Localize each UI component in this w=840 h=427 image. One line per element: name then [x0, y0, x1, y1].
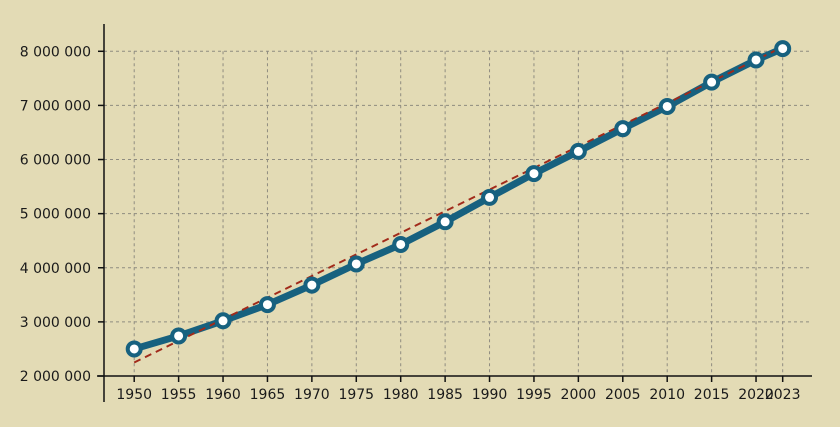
- x-tick-label: 2020: [738, 387, 774, 403]
- data-point: [569, 142, 587, 160]
- data-point: [703, 73, 721, 91]
- y-tick-label: 4 000 000: [20, 261, 91, 277]
- data-point: [614, 120, 632, 138]
- x-tick-label: 1950: [116, 387, 152, 403]
- x-tick-label: 1980: [383, 387, 419, 403]
- x-tick-label: 2005: [605, 387, 641, 403]
- data-point: [258, 296, 276, 314]
- x-tick-label: 2010: [649, 387, 685, 403]
- data-point: [747, 51, 765, 69]
- data-point: [303, 276, 321, 294]
- x-tick-label: 1985: [427, 387, 463, 403]
- y-tick-label: 6 000 000: [20, 153, 91, 169]
- x-tick-label: 1975: [338, 387, 374, 403]
- x-tick-label: 1960: [205, 387, 241, 403]
- data-point: [170, 327, 188, 345]
- x-tick-labels: 1950 1955 1960 1965 1970 1975 1980 1985 1990 1995…: [116, 376, 801, 403]
- x-tick-label: 1965: [250, 387, 286, 403]
- data-point: [392, 235, 410, 253]
- series-group: [125, 40, 792, 364]
- trend-line: [133, 46, 784, 364]
- y-tick-label: 3 000 000: [20, 315, 91, 331]
- data-point: [214, 312, 232, 330]
- series-line: [130, 45, 787, 353]
- x-tick-label: 1990: [472, 387, 508, 403]
- y-tick-label: 7 000 000: [20, 98, 91, 114]
- x-tick-label: 2015: [694, 387, 730, 403]
- y-tick-label: 5 000 000: [20, 207, 91, 223]
- x-tick-label: 1995: [516, 387, 552, 403]
- x-tick-label: 2023: [765, 387, 801, 403]
- y-tick-label: 8 000 000: [20, 44, 91, 60]
- y-tick-labels: 2 000 000 3 000 000 4 000 000 5 000 000 6 00…: [20, 44, 104, 385]
- data-point: [436, 213, 454, 231]
- data-point: [774, 40, 792, 58]
- x-tick-label: 1970: [294, 387, 330, 403]
- data-point: [525, 165, 543, 183]
- y-tick-label: 2 000 000: [20, 369, 91, 385]
- data-point: [125, 340, 143, 358]
- data-point: [481, 188, 499, 206]
- x-tick-label: 1955: [161, 387, 197, 403]
- data-point: [347, 255, 365, 273]
- x-tick-label: 2000: [561, 387, 597, 403]
- grid: [104, 50, 812, 376]
- data-point: [658, 97, 676, 115]
